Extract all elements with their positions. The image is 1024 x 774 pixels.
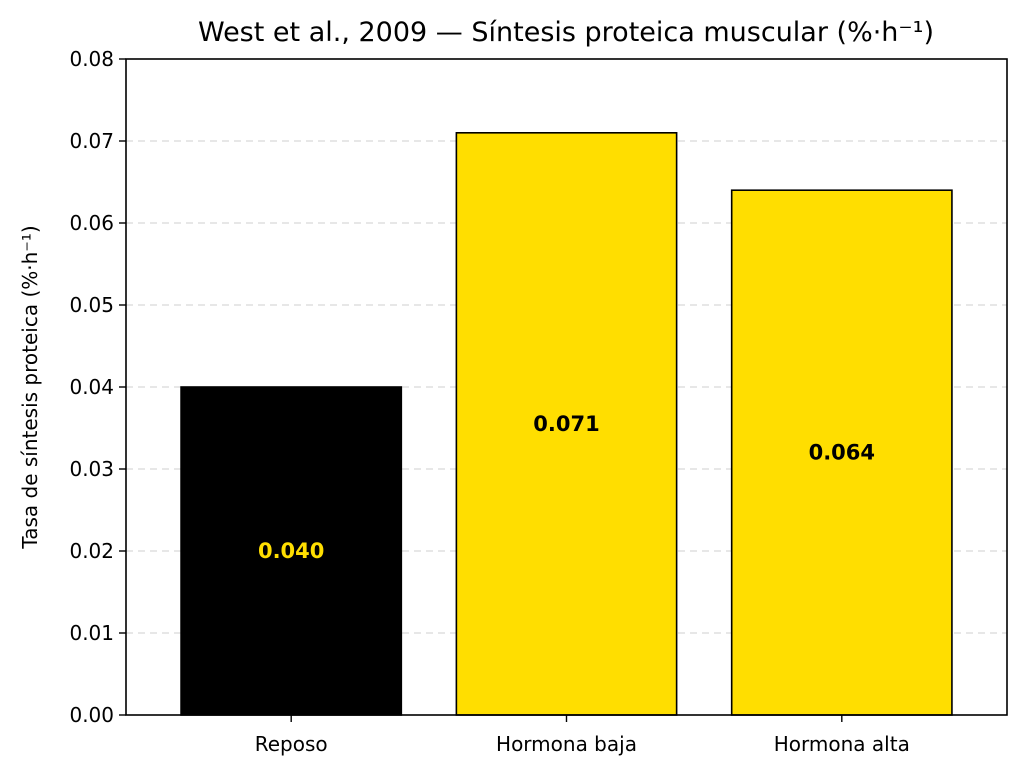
x-tick-label: Hormona alta [774,732,910,756]
x-tick-label: Hormona baja [496,732,637,756]
y-tick-label: 0.08 [69,47,114,71]
y-tick-label: 0.05 [69,293,114,317]
data-label: 0.071 [533,412,599,436]
data-label: 0.040 [258,539,324,563]
x-tick-label: Reposo [255,732,328,756]
data-label: 0.064 [809,441,875,465]
y-axis-ticks: 0.00 0.01 0.02 0.03 0.04 0.05 0.06 0.07 0.08 [69,47,126,727]
y-tick-label: 0.02 [69,539,114,563]
y-tick-label: 0.00 [69,703,114,727]
y-tick-label: 0.06 [69,211,114,235]
y-tick-label: 0.04 [69,375,114,399]
y-tick-label: 0.03 [69,457,114,481]
y-tick-label: 0.07 [69,129,114,153]
y-axis-label: Tasa de síntesis proteica (%·h⁻¹) [18,225,42,549]
x-axis-ticks: Reposo Hormona baja Hormona alta [255,715,910,756]
y-tick-label: 0.01 [69,621,114,645]
chart-title: West et al., 2009 — Síntesis proteica mu… [198,17,934,48]
